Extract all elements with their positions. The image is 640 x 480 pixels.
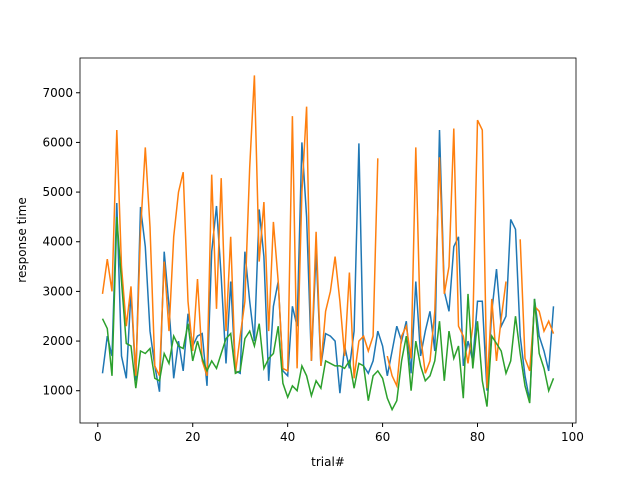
series-line (101, 75, 555, 389)
x-tick-label: 60 (375, 430, 390, 444)
x-tick-label: 40 (280, 430, 295, 444)
y-axis-label: response time (15, 197, 29, 282)
y-tick-label: 4000 (42, 235, 73, 249)
x-tick-label: 80 (470, 430, 485, 444)
x-axis-label: trial# (311, 455, 345, 469)
y-tick-label: 2000 (42, 334, 73, 348)
series-line (101, 216, 555, 412)
series-line (101, 129, 555, 401)
plot-frame (79, 57, 577, 424)
y-tick-label: 7000 (42, 86, 73, 100)
y-tick-label: 5000 (42, 185, 73, 199)
y-tick-label: 6000 (42, 135, 73, 149)
y-tick-label: 1000 (42, 384, 73, 398)
y-tick-label: 3000 (42, 284, 73, 298)
x-tick-label: 100 (561, 430, 584, 444)
x-tick-label: 20 (185, 430, 200, 444)
x-tick-label: 0 (94, 430, 102, 444)
